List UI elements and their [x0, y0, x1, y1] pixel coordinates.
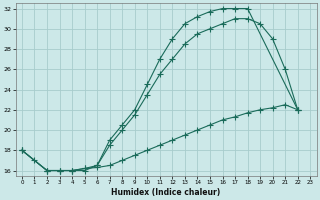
- X-axis label: Humidex (Indice chaleur): Humidex (Indice chaleur): [111, 188, 221, 197]
